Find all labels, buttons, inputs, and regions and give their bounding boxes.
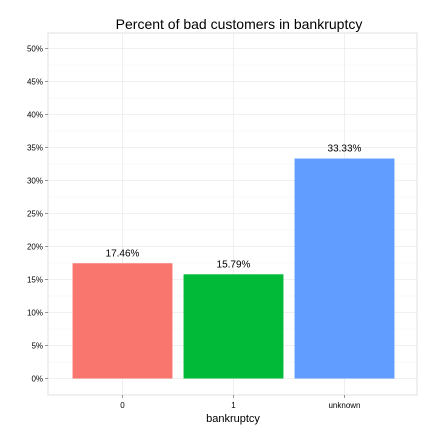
y-tick-label: 20% — [27, 243, 43, 252]
x-tick-label: 1 — [231, 401, 236, 410]
y-tick-label: 15% — [27, 276, 43, 285]
bar-1 — [183, 274, 284, 379]
x-axis: 0 1 unknown — [120, 395, 361, 410]
chart-title: Percent of bad customers in bankruptcy — [116, 16, 363, 32]
data-label: 33.33% — [328, 144, 362, 155]
x-tick-label: unknown — [328, 401, 360, 410]
y-tick-label: 25% — [27, 210, 43, 219]
bar-0 — [72, 263, 173, 379]
x-axis-title: bankruptcy — [206, 413, 260, 425]
y-tick-label: 45% — [27, 78, 43, 87]
y-tick-label: 35% — [27, 144, 43, 153]
data-labels: 17.46% 15.79% 33.33% — [106, 144, 362, 271]
y-tick-label: 5% — [31, 342, 43, 351]
y-tick-label: 0% — [31, 375, 43, 384]
y-axis: 0% 5% 10% 15% 20% 25% 30% 35% 40% 45% 50% — [27, 45, 48, 384]
data-label: 15.79% — [217, 259, 251, 270]
data-label: 17.46% — [106, 248, 140, 259]
x-tick-label: 0 — [120, 401, 125, 410]
y-tick-label: 30% — [27, 177, 43, 186]
y-tick-label: 40% — [27, 111, 43, 120]
y-tick-label: 10% — [27, 309, 43, 318]
bar-unknown — [294, 158, 395, 379]
bars — [72, 158, 395, 379]
y-tick-label: 50% — [27, 45, 43, 54]
